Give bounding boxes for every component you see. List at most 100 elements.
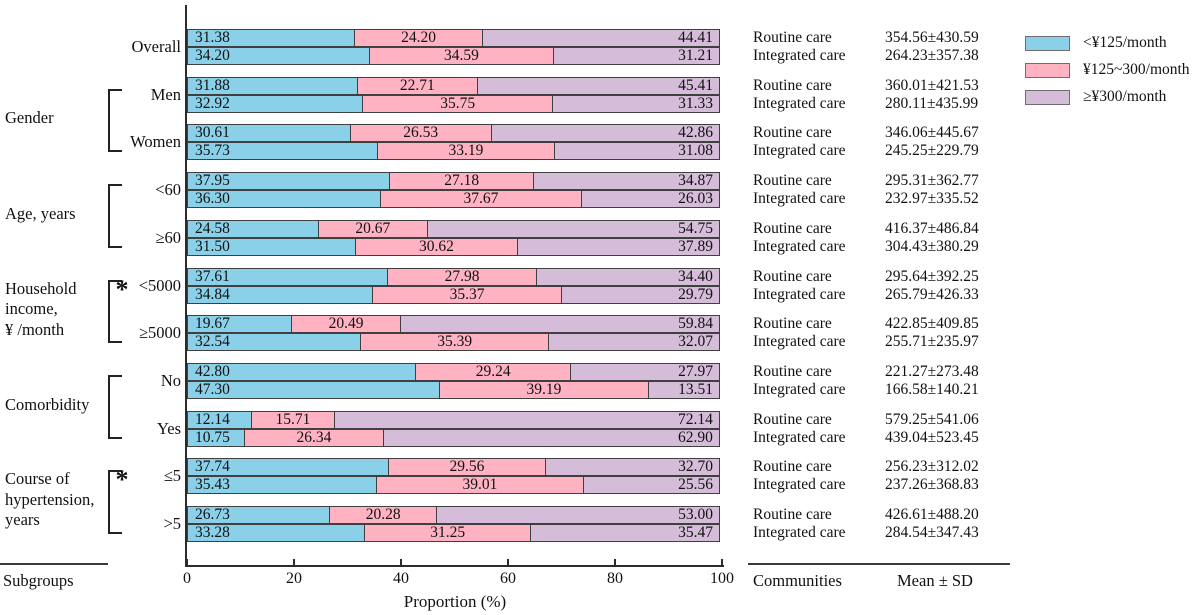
- bar-value-label: 19.67: [195, 315, 230, 333]
- care-label: Integrated care: [753, 237, 846, 255]
- bar-value-label: 15.71: [275, 410, 311, 428]
- bar-segment: 35.47: [530, 524, 720, 542]
- category-label-line: ¥ /month: [5, 319, 65, 339]
- bar-segment: 62.90: [383, 428, 720, 447]
- care-label: Integrated care: [753, 285, 846, 303]
- mean-sd-value: 360.01±421.53: [885, 76, 979, 94]
- bar-row: 19.67 20.49 59.84: [187, 315, 720, 334]
- bar-segment: 44.41: [482, 29, 720, 47]
- category-bracket: [108, 184, 122, 248]
- bar-segment: 26.34: [243, 428, 385, 447]
- bar-row: 34.20 34.59 31.21: [187, 47, 720, 65]
- bar-segment: 34.87: [533, 172, 720, 191]
- bar-segment: 31.33: [552, 94, 720, 113]
- ge-300-swatch: [1025, 89, 1070, 105]
- x-tick: [721, 559, 723, 565]
- category-label: Course of hypertension, years: [5, 469, 105, 532]
- bar-segment: 29.79: [560, 285, 720, 304]
- bar-value-label: 33.28: [195, 524, 230, 541]
- bar-segment: 34.40: [535, 267, 720, 286]
- bar-segment: 31.08: [553, 142, 720, 161]
- bar-row: 34.84 35.37 29.79: [187, 285, 720, 304]
- bar-row: 12.14 15.71 72.14: [187, 410, 720, 429]
- footer-subgroups-label: Subgroups: [3, 571, 74, 590]
- bar-segment: 35.73: [187, 142, 379, 161]
- category-label-line: Gender: [5, 108, 54, 128]
- bar-value-label: 10.75: [195, 428, 230, 446]
- bar-value-label: 31.33: [678, 94, 713, 112]
- bar-row: 35.43 39.01 25.56: [187, 476, 720, 495]
- category-label-line: hypertension,: [5, 489, 95, 509]
- bar-segment: 13.51: [647, 380, 720, 399]
- bar-value-label: 72.14: [678, 410, 713, 428]
- bar-segment: 32.07: [548, 333, 720, 352]
- bar-value-label: 37.89: [678, 237, 714, 255]
- care-label: Integrated care: [753, 190, 846, 208]
- footer-mean-sd-label: Mean ± SD: [897, 571, 973, 590]
- mean-sd-value: 256.23±312.02: [885, 458, 979, 476]
- bar-segment: 31.50: [187, 237, 356, 256]
- care-label: Routine care: [753, 267, 832, 285]
- bar-segment: 27.98: [387, 267, 537, 286]
- mean-sd-value: 422.85±409.85: [885, 315, 979, 333]
- mean-sd-value: 426.61±488.20: [885, 506, 979, 523]
- x-tick-label: 40: [393, 570, 409, 587]
- category-label: Household income, ¥ /month: [5, 278, 105, 341]
- care-label: Integrated care: [753, 428, 846, 446]
- care-label: Routine care: [753, 219, 832, 237]
- category-bracket: [108, 374, 122, 439]
- bar-row: 37.74 29.56 32.70: [187, 458, 720, 477]
- mean-sd-value: 237.26±368.83: [885, 476, 979, 494]
- bar-segment: 42.80: [187, 362, 416, 381]
- category-label: Gender: [5, 108, 105, 129]
- care-label: Routine care: [753, 76, 832, 94]
- bar-value-label: 45.41: [678, 76, 713, 94]
- bar-row: 24.58 20.67 54.75: [187, 219, 720, 238]
- bar-row: 35.73 33.19 31.08: [187, 142, 720, 161]
- bar-value-label: 62.90: [678, 428, 713, 446]
- care-label: Integrated care: [753, 333, 846, 351]
- bar-value-label: 35.47: [678, 524, 713, 541]
- bar-value-label: 26.34: [296, 428, 332, 446]
- mean-sd-value: 416.37±486.84: [885, 219, 979, 237]
- bar-segment: 22.71: [356, 76, 479, 95]
- mean-sd-value: 265.79±426.33: [885, 285, 979, 303]
- bar-value-label: 33.19: [448, 142, 484, 160]
- bar-row: 10.75 26.34 62.90: [187, 428, 720, 447]
- bar-value-label: 39.19: [526, 380, 562, 398]
- bar-value-label: 12.14: [195, 410, 230, 428]
- bar-value-label: 24.20: [401, 29, 437, 46]
- x-axis-title: Proportion (%): [403, 592, 507, 611]
- lt-125-swatch: [1025, 35, 1070, 51]
- bar-value-label: 37.95: [195, 172, 230, 190]
- care-label: Routine care: [753, 458, 832, 476]
- subgroup-label: <60: [155, 180, 181, 200]
- bar-segment: 32.92: [187, 94, 364, 113]
- subgroup-label: Men: [150, 84, 181, 104]
- bar-value-label: 47.30: [195, 380, 230, 398]
- x-tick-label: 60: [500, 570, 516, 587]
- x-tick: [293, 559, 295, 565]
- subgroup-label: >5: [163, 514, 181, 533]
- subgroup-label: ≥5000: [138, 323, 181, 343]
- bar-value-label: 31.25: [430, 524, 466, 541]
- care-label: Routine care: [753, 172, 832, 190]
- category-label-line: income,: [5, 299, 58, 319]
- bar-row: 30.61 26.53 42.86: [187, 124, 720, 143]
- bar-value-label: 35.39: [437, 333, 473, 351]
- mean-sd-value: 295.64±392.25: [885, 267, 979, 285]
- category-bracket: [108, 470, 122, 534]
- mean-sd-value: 439.04±523.45: [885, 428, 979, 446]
- mean-sd-value: 579.25±541.06: [885, 410, 979, 428]
- bar-segment: 37.89: [517, 237, 721, 256]
- bar-value-label: 26.03: [678, 190, 713, 208]
- subgroup-label: <5000: [138, 275, 181, 295]
- bar-segment: 30.61: [187, 124, 351, 143]
- legend-label: ≥¥300/month: [1083, 88, 1167, 105]
- bar-row: 32.54 35.39 32.07: [187, 333, 720, 352]
- category-label-line: Household: [5, 278, 77, 298]
- bar-value-label: 35.75: [440, 94, 476, 112]
- bar-segment: 37.95: [187, 172, 391, 191]
- bar-segment: 32.54: [187, 333, 362, 352]
